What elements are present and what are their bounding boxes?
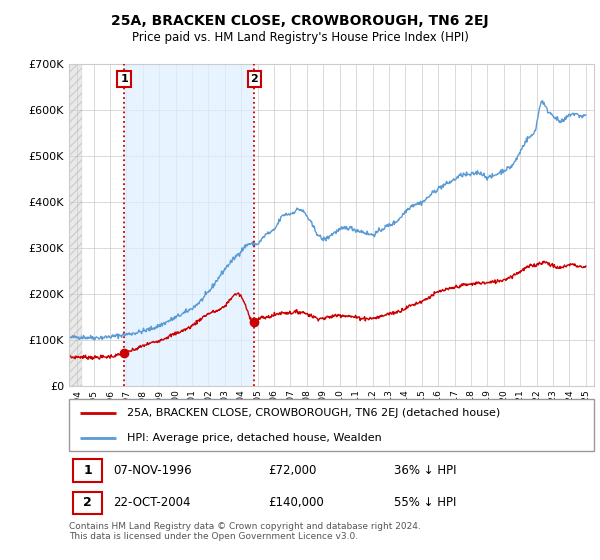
FancyBboxPatch shape: [69, 399, 594, 451]
FancyBboxPatch shape: [73, 459, 102, 482]
Bar: [124, 64, 254, 386]
Text: 36% ↓ HPI: 36% ↓ HPI: [395, 464, 457, 477]
Text: 1: 1: [120, 74, 128, 84]
Text: 07-NOV-1996: 07-NOV-1996: [113, 464, 192, 477]
Text: 25A, BRACKEN CLOSE, CROWBOROUGH, TN6 2EJ: 25A, BRACKEN CLOSE, CROWBOROUGH, TN6 2EJ: [111, 14, 489, 28]
Text: 2: 2: [250, 74, 258, 84]
Text: 22-OCT-2004: 22-OCT-2004: [113, 497, 191, 510]
Text: £72,000: £72,000: [269, 464, 317, 477]
Text: HPI: Average price, detached house, Wealden: HPI: Average price, detached house, Weal…: [127, 433, 382, 443]
Text: 25A, BRACKEN CLOSE, CROWBOROUGH, TN6 2EJ (detached house): 25A, BRACKEN CLOSE, CROWBOROUGH, TN6 2EJ…: [127, 408, 500, 418]
Text: 1: 1: [83, 464, 92, 477]
FancyBboxPatch shape: [73, 492, 102, 514]
Text: Contains HM Land Registry data © Crown copyright and database right 2024.
This d: Contains HM Land Registry data © Crown c…: [69, 522, 421, 542]
Bar: [69, 64, 82, 386]
Text: 55% ↓ HPI: 55% ↓ HPI: [395, 497, 457, 510]
Text: Price paid vs. HM Land Registry's House Price Index (HPI): Price paid vs. HM Land Registry's House …: [131, 31, 469, 44]
Text: £140,000: £140,000: [269, 497, 324, 510]
Text: 2: 2: [83, 497, 92, 510]
